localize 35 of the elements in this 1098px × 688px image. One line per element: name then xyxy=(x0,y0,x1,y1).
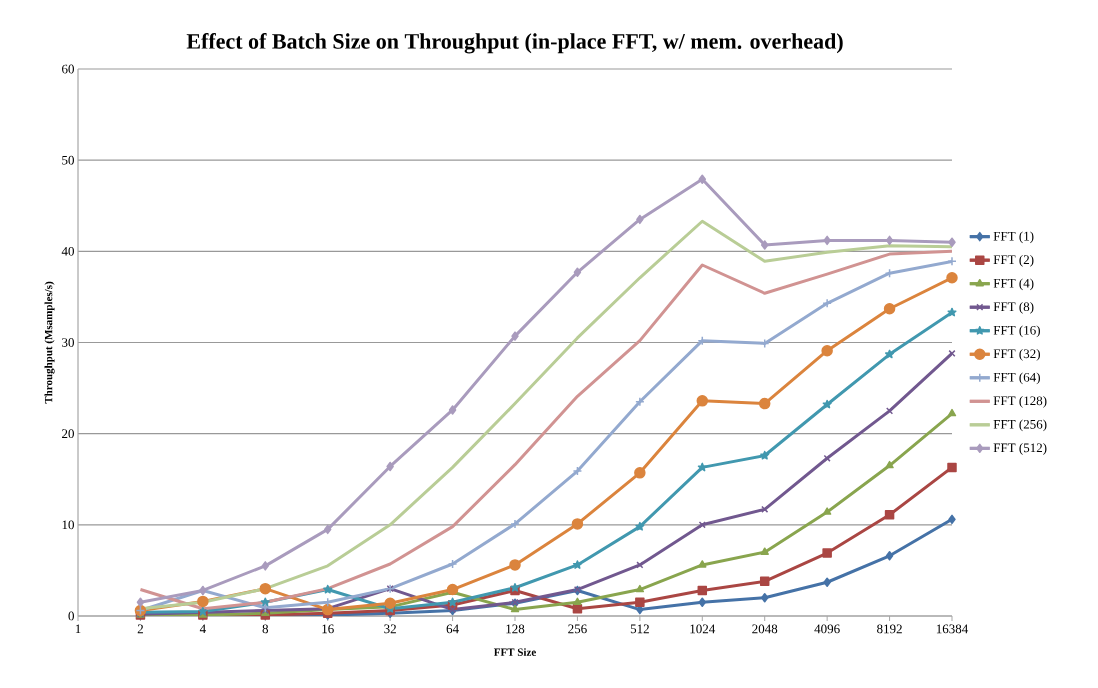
y-tick-label: 40 xyxy=(61,246,74,256)
y-tick-label: 60 xyxy=(62,64,74,74)
legend-label: FFT (1) xyxy=(993,231,1034,244)
x-tick-label: 64 xyxy=(446,624,459,634)
legend-label: FFT (512) xyxy=(993,443,1047,455)
x-tick-label: 16 xyxy=(322,624,334,634)
x-tick-label: 4096 xyxy=(814,624,840,634)
x-tick-label: 256 xyxy=(568,624,587,634)
y-tick-label: 10 xyxy=(62,520,74,530)
y-axis-title: Throughput (Msamples/s) xyxy=(44,281,55,404)
chart-title: Effect of Batch Size on Throughput (in-place FFT, w/ mem. overhead) xyxy=(186,33,843,54)
x-tick-label: 2048 xyxy=(752,624,778,634)
y-tick-label: 50 xyxy=(62,155,74,165)
x-axis-title: FFT Size xyxy=(493,648,536,656)
x-tick-label: 128 xyxy=(506,624,525,634)
x-tick-label: 1 xyxy=(75,624,81,634)
legend-label: FFT (2) xyxy=(993,254,1034,267)
x-tick-label: 1024 xyxy=(690,624,716,634)
legend-label: FFT (256) xyxy=(993,419,1047,432)
y-tick-label: 30 xyxy=(62,338,74,347)
x-tick-label: 8192 xyxy=(877,624,902,634)
legend-label: FFT (64) xyxy=(993,372,1040,385)
legend-label: FFT (32) xyxy=(993,349,1040,361)
y-tick-label: 20 xyxy=(62,429,74,439)
legend-label: FFT (128) xyxy=(993,396,1047,408)
y-tick-label: 0 xyxy=(68,611,74,621)
x-tick-label: 8 xyxy=(262,624,269,634)
x-tick-label: 32 xyxy=(384,624,396,634)
legend-label: FFT (4) xyxy=(993,278,1034,291)
legend-label: FFT (16) xyxy=(993,325,1040,338)
x-tick-label: 4 xyxy=(199,624,206,634)
legend-label: FFT (8) xyxy=(993,301,1034,314)
x-tick-label: 512 xyxy=(630,624,649,634)
x-tick-label: 2 xyxy=(137,624,143,634)
x-tick-label: 16384 xyxy=(936,624,969,634)
